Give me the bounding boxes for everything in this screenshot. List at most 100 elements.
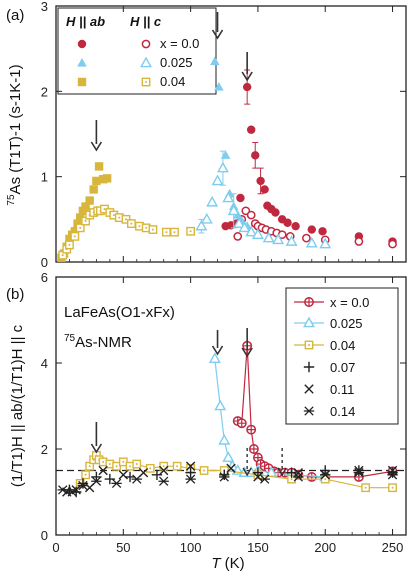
panel-b-series-3-point-7 bbox=[185, 467, 196, 478]
legend-a-marker-open-1 bbox=[140, 56, 152, 68]
panel-a-label: (a) bbox=[6, 7, 24, 24]
panel-b-series-3-point-10 bbox=[286, 467, 297, 478]
x-tick-label-1: 50 bbox=[116, 540, 130, 555]
panel-b-series-2-point-22 bbox=[388, 483, 397, 493]
panel-a-series-5-point-15 bbox=[126, 219, 136, 228]
panel-b-series-3-point-8 bbox=[219, 469, 230, 480]
panel-b-arrow-2 bbox=[241, 328, 253, 358]
panel-b-series-5-point-5 bbox=[131, 474, 142, 484]
panel-b-series-5-point-0 bbox=[57, 485, 68, 495]
panel-a-series-0-point-15 bbox=[307, 225, 316, 234]
x-axis-label-var: T bbox=[211, 555, 222, 572]
legend-b-entry-3: 0.07 bbox=[330, 360, 355, 375]
panel-a-series-0-point-5 bbox=[246, 125, 256, 134]
panel-b-series-3-point-6 bbox=[151, 469, 163, 480]
panel-a-series-0-point-3 bbox=[236, 193, 245, 203]
panel-a-series-1-point-14 bbox=[354, 237, 364, 246]
legend-b-marker-2 bbox=[304, 340, 314, 350]
panel-b-series-5-point-10 bbox=[293, 472, 304, 482]
legend-b-marker-3 bbox=[303, 361, 315, 373]
x-tick-label-2: 100 bbox=[180, 540, 202, 555]
panel-b-dashed-arrow-0 bbox=[242, 448, 252, 477]
panel-a-series-3-point-14 bbox=[305, 236, 318, 248]
panel-a-series-3-point-12 bbox=[272, 233, 285, 245]
panel-b-series-4-point-4 bbox=[118, 470, 129, 480]
x-tick-label-4: 200 bbox=[314, 540, 336, 555]
legend-a-marker-filled-0 bbox=[77, 39, 87, 49]
panel-a-arrow-0 bbox=[90, 120, 103, 152]
annotation-formula: LaFeAs(O1-xFx) bbox=[64, 304, 175, 321]
panel-b-series-5-point-8 bbox=[219, 472, 230, 482]
legend-a-col1-header: H || ab bbox=[66, 14, 105, 29]
panel-b-series-2-point-12 bbox=[145, 463, 155, 473]
panel-a-series-0-point-4 bbox=[242, 82, 252, 92]
x-tick-label-3: 150 bbox=[247, 540, 269, 555]
legend-b-markers bbox=[294, 297, 324, 416]
panel-b-legend: x = 0.0 0.025 0.04 0.07 0.11 0.14 bbox=[285, 287, 399, 425]
panel-b-series-0-point-4 bbox=[248, 444, 259, 454]
panel-a-series-1-point-2 bbox=[241, 206, 251, 216]
svg-text:75As (T1T)-1 (s-1K-1): 75As (T1T)-1 (s-1K-1) bbox=[6, 64, 24, 205]
panel-b-y-tick-label-0: 0 bbox=[41, 528, 48, 543]
panel-a-series-3-point-3 bbox=[211, 174, 224, 186]
panel-a-series-5-point-3 bbox=[70, 231, 80, 241]
panel-a-series-3-point-6 bbox=[227, 204, 240, 216]
panel-b-series-0-point-3 bbox=[246, 424, 257, 435]
panel-b-series-3-point-5 bbox=[124, 471, 136, 483]
panel-a-series-4-point-3 bbox=[65, 234, 74, 244]
panel-a-series-3-point-4 bbox=[216, 161, 229, 173]
legend-b-entry-4: 0.11 bbox=[330, 382, 354, 397]
panel-a-series-0-point-8 bbox=[260, 185, 269, 194]
panel-a-series-0-point-6 bbox=[251, 151, 260, 160]
plot-layer: 0 1 2 3 0 50 100 150 200 250 0 2 4 6 bbox=[41, 0, 406, 555]
panel-b-series-5-point-9 bbox=[259, 474, 270, 484]
panel-a-series-4-point-11 bbox=[89, 185, 98, 194]
panel-a-series-4-point-10 bbox=[85, 196, 94, 205]
panel-a-series-2-point-2 bbox=[220, 150, 231, 159]
panel-b-series-2-point-14 bbox=[172, 461, 182, 471]
panel-b-arrow-1 bbox=[211, 330, 224, 356]
panel-a-series-5-point-18 bbox=[148, 225, 158, 234]
panel-b-series-0-point-14 bbox=[306, 472, 317, 482]
panel-a-series-4-point-7 bbox=[76, 213, 85, 222]
panel-a-series-4-point-12 bbox=[92, 176, 101, 186]
panel-b-ylabel-text: (1/T1)H || ab/(1/T1)H || c bbox=[9, 324, 26, 487]
panel-a-series-0 bbox=[221, 69, 397, 246]
panel-b-series-1-point-0 bbox=[208, 352, 221, 363]
legend-a-entry-1: 0.025 bbox=[160, 55, 193, 70]
panel-b-y-tick-label-2: 4 bbox=[41, 356, 48, 371]
panel-b-series-5-point-4 bbox=[111, 478, 122, 489]
panel-a-series-0-point-7 bbox=[256, 176, 265, 186]
panel-b-series-3-point-13 bbox=[387, 467, 398, 478]
panel-b-series-5 bbox=[57, 467, 398, 497]
panel-a-series-3-point-8 bbox=[238, 221, 251, 233]
legend-a-markers bbox=[77, 39, 152, 87]
panel-a-ylabel-text: As (T1T)-1 (s-1K-1) bbox=[7, 64, 24, 194]
panel-a-y-tick-label-2: 2 bbox=[41, 84, 48, 99]
panel-b-series-2-point-1 bbox=[81, 470, 91, 480]
legend-b-marker-4 bbox=[304, 384, 314, 394]
panel-a-series-0-point-16 bbox=[318, 227, 327, 236]
legend-b-marker-5 bbox=[303, 406, 315, 416]
panel-a-y-tick-label-0: 0 bbox=[41, 255, 48, 270]
legend-a-marker-open-0 bbox=[141, 39, 151, 49]
legend-a-marker-filled-2 bbox=[77, 77, 87, 87]
panel-a-series-0-point-13 bbox=[283, 218, 292, 227]
panel-a-legend: H || ab H || c x = 0.0 0.025 0.04 bbox=[57, 7, 217, 95]
panel-a-series-5 bbox=[58, 204, 196, 260]
panel-a-series-3-point-15 bbox=[319, 237, 332, 249]
panel-b-series-2-point-21 bbox=[361, 483, 371, 493]
legend-a-entry-0: x = 0.0 bbox=[160, 36, 199, 51]
panel-a-series-1-point-3 bbox=[246, 210, 256, 220]
panel-b-series-4-point-7 bbox=[185, 461, 196, 471]
panel-a-series-1-point-15 bbox=[388, 239, 397, 249]
panel-a-series-5-point-20 bbox=[170, 227, 179, 237]
panel-a-series-3-point-0 bbox=[195, 219, 208, 231]
panel-b-label: (b) bbox=[6, 286, 24, 303]
panel-a-series-1-point-12 bbox=[302, 233, 311, 243]
panel-b-y-tick-label-1: 2 bbox=[41, 442, 48, 457]
panel-a-series-4-point-8 bbox=[78, 206, 88, 215]
panel-a-arrow-2 bbox=[241, 52, 253, 82]
panel-a-series-4-point-5 bbox=[70, 227, 80, 236]
